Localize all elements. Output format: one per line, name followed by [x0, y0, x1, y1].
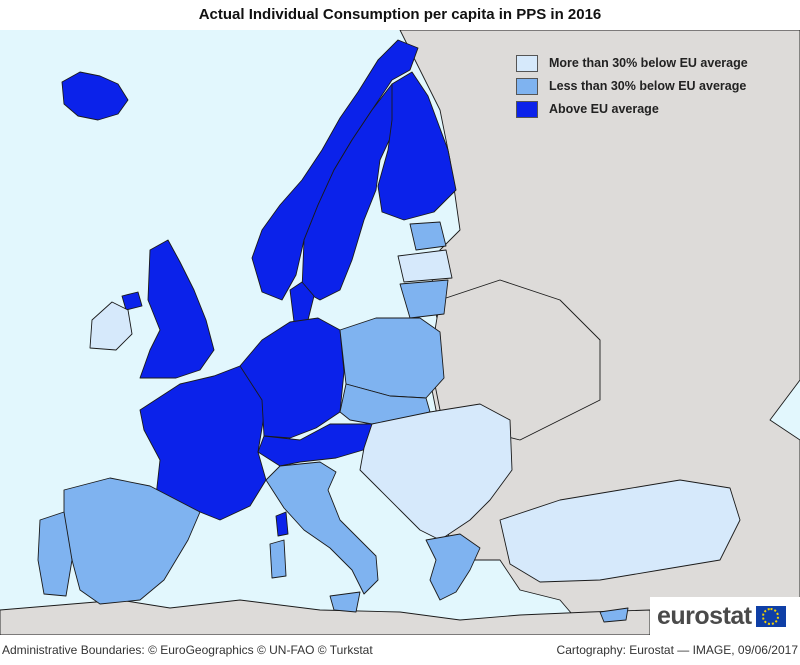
- legend-item: Less than 30% below EU average: [516, 75, 748, 97]
- region-estonia: [409, 221, 447, 251]
- logo-text: eurostat: [657, 601, 752, 630]
- legend-swatch: [516, 100, 538, 118]
- region-ireland: [89, 301, 133, 351]
- map-area: [0, 30, 800, 635]
- region-sardinia: [269, 539, 287, 579]
- legend-label: Above EU average: [549, 102, 659, 116]
- region-sweden: [301, 83, 403, 301]
- footer: Administrative Boundaries: © EuroGeograp…: [0, 635, 800, 665]
- legend-label: More than 30% below EU average: [549, 56, 748, 70]
- region-hungary-romania-balkans: [359, 403, 513, 541]
- region-germany: [239, 317, 345, 439]
- region-norway: [251, 39, 419, 301]
- region-italy: [265, 461, 379, 595]
- legend-swatch: [516, 77, 538, 95]
- region-cyprus: [599, 607, 629, 623]
- legend-swatch: [516, 54, 538, 72]
- region-latvia: [397, 249, 453, 283]
- region-north-africa: [0, 599, 651, 635]
- region-united-kingdom: [139, 239, 215, 379]
- boundaries-credit: Administrative Boundaries: © EuroGeograp…: [2, 643, 373, 657]
- region-sicily: [329, 591, 361, 613]
- region-portugal: [37, 511, 73, 597]
- region-denmark: [289, 281, 315, 323]
- region-corsica: [275, 511, 289, 537]
- region-ukraine-belarus: [429, 279, 601, 441]
- map-title: Actual Individual Consumption per capita…: [198, 6, 602, 23]
- region-poland: [339, 317, 445, 399]
- eurostat-logo: eurostat: [650, 597, 800, 635]
- region-northern-ireland: [121, 291, 143, 311]
- region-greece: [425, 533, 481, 601]
- cartography-credit: Cartography: Eurostat — IMAGE, 09/06/201…: [556, 643, 798, 657]
- region-iceland: [61, 71, 129, 121]
- eu-flag-icon: [755, 605, 786, 627]
- legend-item: Above EU average: [516, 98, 748, 120]
- europe-map: [0, 30, 800, 635]
- region-lithuania: [399, 279, 449, 319]
- region-finland: [377, 71, 457, 221]
- region-turkey: [499, 479, 741, 583]
- legend-label: Less than 30% below EU average: [549, 79, 747, 93]
- map-legend: More than 30% below EU average Less than…: [516, 52, 748, 121]
- legend-item: More than 30% below EU average: [516, 52, 748, 74]
